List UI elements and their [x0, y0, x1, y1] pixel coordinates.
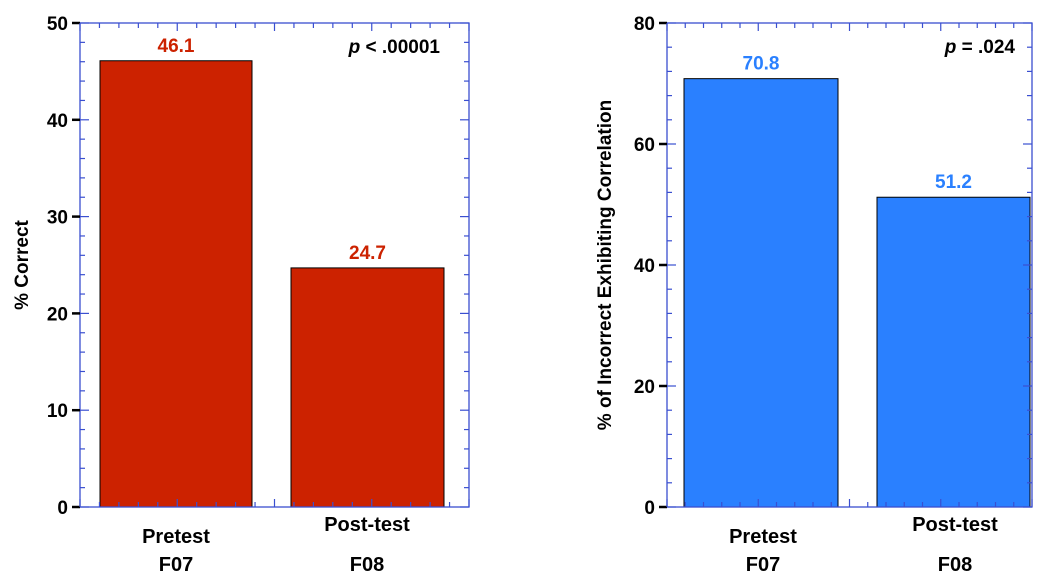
x-category-label: Pretest [142, 526, 210, 548]
x-category-label: Post-test [324, 514, 410, 536]
p-symbol: p [348, 37, 361, 58]
bar-value-label: 70.8 [743, 54, 780, 75]
p-symbol: p [944, 37, 957, 58]
y-tick-label: 60 [634, 135, 655, 156]
y-tick-label: 10 [47, 401, 68, 422]
bar-value-label: 51.2 [935, 172, 972, 193]
bar-pretest [683, 78, 839, 508]
x-category-sublabel: F07 [159, 554, 193, 576]
p-value-annotation: p < .00001 [348, 37, 441, 58]
y-axis-label: % of Incorrect Exhibiting Correlation [595, 100, 616, 430]
y-axis-label: % Correct [12, 219, 33, 309]
x-category-label: Post-test [912, 514, 998, 536]
bar-post-test [290, 267, 445, 508]
p-value-text: < .00001 [360, 37, 440, 58]
bar-pretest [99, 60, 253, 508]
chart-2: 70.8 51.2 0 20 40 60 80 % of Incorrect Exhibiti… [595, 14, 1033, 576]
y-tick-label: 20 [634, 377, 655, 398]
y-tick-label: 0 [57, 498, 68, 519]
bar-value-label: 24.7 [349, 243, 386, 264]
bar-post-test [876, 196, 1031, 508]
y-tick-label: 50 [47, 14, 68, 35]
y-tick-label: 80 [634, 14, 655, 35]
y-tick-label: 30 [47, 208, 68, 229]
y-tick-label: 20 [47, 304, 68, 325]
p-value-annotation: p = .024 [944, 37, 1016, 58]
x-category-sublabel: F08 [350, 554, 384, 576]
y-tick-label: 40 [634, 256, 655, 277]
y-tick-label: 40 [47, 111, 68, 132]
y-tick-label: 0 [644, 498, 655, 519]
p-value-text: = .024 [956, 37, 1015, 58]
chart-1: 46.1 24.7 0 10 20 30 40 50 % Correct p < .00001 Pr… [12, 14, 470, 576]
x-category-sublabel: F08 [938, 554, 972, 576]
bar-value-label: 46.1 [158, 36, 195, 57]
x-category-label: Pretest [729, 526, 797, 548]
x-category-sublabel: F07 [746, 554, 780, 576]
